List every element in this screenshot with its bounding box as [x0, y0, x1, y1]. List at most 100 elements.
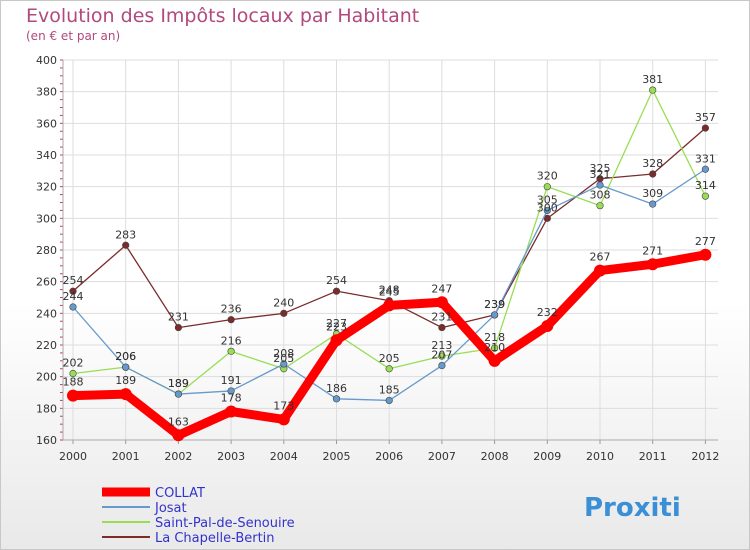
- data-label-collat: 245: [379, 285, 400, 298]
- data-label-josat: 191: [221, 374, 242, 387]
- data-label-la-chapelle-bertin: 254: [326, 274, 347, 287]
- data-point-saint-pal-de-senouire: [227, 347, 235, 355]
- y-tick-label: 260: [36, 276, 57, 289]
- data-label-collat: 173: [273, 399, 294, 412]
- y-tick-label: 320: [36, 181, 57, 194]
- data-point-josat: [543, 206, 551, 215]
- x-tick-label: 2000: [59, 450, 87, 463]
- data-point-collat: [699, 248, 712, 261]
- series-josat: [69, 165, 710, 405]
- data-label-la-chapelle-bertin: 254: [63, 274, 84, 287]
- data-label-saint-pal-de-senouire: 216: [221, 334, 242, 347]
- x-tick-label: 2002: [164, 450, 192, 463]
- data-label-collat: 210: [484, 341, 505, 354]
- series-collat: [67, 248, 712, 442]
- chart-subtitle: (en € et par an): [26, 29, 120, 43]
- data-point-josat: [332, 395, 341, 403]
- data-label-josat: 208: [273, 347, 294, 360]
- data-label-collat: 188: [63, 376, 84, 389]
- data-label-saint-pal-de-senouire: 205: [379, 352, 400, 365]
- y-tick-label: 180: [36, 402, 57, 415]
- data-label-la-chapelle-bertin: 236: [221, 303, 242, 316]
- data-point-collat: [225, 405, 238, 418]
- data-point-saint-pal-de-senouire: [649, 86, 657, 94]
- data-label-saint-pal-de-senouire: 189: [168, 377, 189, 390]
- data-label-josat: 331: [695, 152, 716, 165]
- data-point-josat: [596, 181, 604, 189]
- data-label-saint-pal-de-senouire: 227: [326, 317, 347, 330]
- data-point-josat: [280, 360, 288, 368]
- data-label-saint-pal-de-senouire: 205: [273, 352, 294, 365]
- data-label-josat: 305: [537, 193, 558, 206]
- data-point-collat: [646, 258, 659, 271]
- data-point-la-chapelle-bertin: [649, 170, 657, 178]
- data-point-collat: [119, 388, 132, 401]
- data-label-collat: 271: [642, 244, 663, 257]
- data-label-saint-pal-de-senouire: 213: [431, 339, 452, 352]
- data-point-josat: [174, 390, 182, 398]
- x-tick-label: 2006: [375, 450, 403, 463]
- data-point-collat: [488, 354, 501, 367]
- logo-text: Proxiti: [584, 493, 681, 523]
- data-label-collat: 178: [221, 392, 242, 405]
- data-point-josat: [122, 363, 130, 371]
- data-label-la-chapelle-bertin: 248: [379, 284, 400, 297]
- x-axis-ticks: 2000 2001 2002 2003 2004 2005 2006 2007 2008 2009…: [59, 450, 719, 463]
- data-point-saint-pal-de-senouire: [385, 365, 393, 373]
- data-point-la-chapelle-bertin: [69, 287, 77, 295]
- data-point-saint-pal-de-senouire: [596, 202, 604, 210]
- data-label-saint-pal-de-senouire: 206: [115, 350, 136, 363]
- data-point-la-chapelle-bertin: [122, 241, 130, 249]
- x-tick-label: 2010: [586, 450, 614, 463]
- y-axis-ticks: 160 180 200 220 240 260 280 300 320 340 360 380 400: [36, 54, 57, 447]
- data-label-josat: 189: [168, 377, 189, 390]
- y-tick-label: 360: [36, 117, 57, 130]
- data-label-la-chapelle-bertin: 300: [537, 201, 558, 214]
- data-point-josat: [701, 165, 710, 173]
- x-tick-label: 2003: [217, 450, 245, 463]
- data-point-collat: [172, 429, 185, 442]
- data-label-josat: 321: [590, 168, 611, 181]
- data-label-la-chapelle-bertin: 239: [484, 298, 505, 311]
- data-label-collat: 247: [431, 282, 452, 295]
- data-point-la-chapelle-bertin: [701, 124, 710, 132]
- data-label-josat: 309: [642, 187, 663, 200]
- data-label-collat: 232: [537, 306, 558, 319]
- data-point-saint-pal-de-senouire: [69, 369, 77, 378]
- data-point-saint-pal-de-senouire: [491, 344, 499, 352]
- data-label-josat: 239: [484, 298, 505, 311]
- data-label-josat: 207: [431, 349, 452, 362]
- proxiti-logo: Proxiti: [584, 493, 681, 523]
- data-point-josat: [69, 303, 77, 311]
- data-label-collat: 223: [326, 320, 347, 333]
- data-point-saint-pal-de-senouire: [543, 183, 551, 191]
- data-label-saint-pal-de-senouire: 218: [484, 331, 505, 344]
- chart-title: Evolution des Impôts locaux par Habitant: [26, 5, 419, 27]
- data-labels: 254 283 231 236 240 254 248 231 239 300 325 328 357 2…: [63, 73, 716, 428]
- data-point-josat: [649, 200, 657, 208]
- y-tick-label: 200: [36, 371, 57, 384]
- y-tick-label: 160: [36, 434, 57, 447]
- x-tick-label: 2004: [270, 450, 298, 463]
- data-label-saint-pal-de-senouire: 381: [642, 73, 663, 86]
- data-label-la-chapelle-bertin: 231: [431, 311, 452, 324]
- y-tick-label: 400: [36, 54, 57, 67]
- data-label-la-chapelle-bertin: 328: [642, 157, 663, 170]
- data-point-la-chapelle-bertin: [174, 323, 182, 332]
- data-point-josat: [438, 361, 446, 370]
- data-point-saint-pal-de-senouire: [438, 352, 446, 360]
- data-point-josat: [227, 387, 235, 395]
- y-tick-label: 380: [36, 86, 57, 99]
- data-point-josat: [385, 396, 393, 405]
- x-tick-label: 2011: [639, 450, 667, 463]
- series-group: [67, 86, 712, 442]
- x-tick-label: 2008: [481, 450, 509, 463]
- legend-label: Saint-Pal-de-Senouire: [155, 516, 295, 531]
- data-point-la-chapelle-bertin: [227, 316, 235, 324]
- data-point-collat: [383, 299, 396, 312]
- data-point-josat: [491, 311, 499, 319]
- data-label-la-chapelle-bertin: 240: [273, 296, 294, 309]
- y-tick-label: 240: [36, 307, 57, 320]
